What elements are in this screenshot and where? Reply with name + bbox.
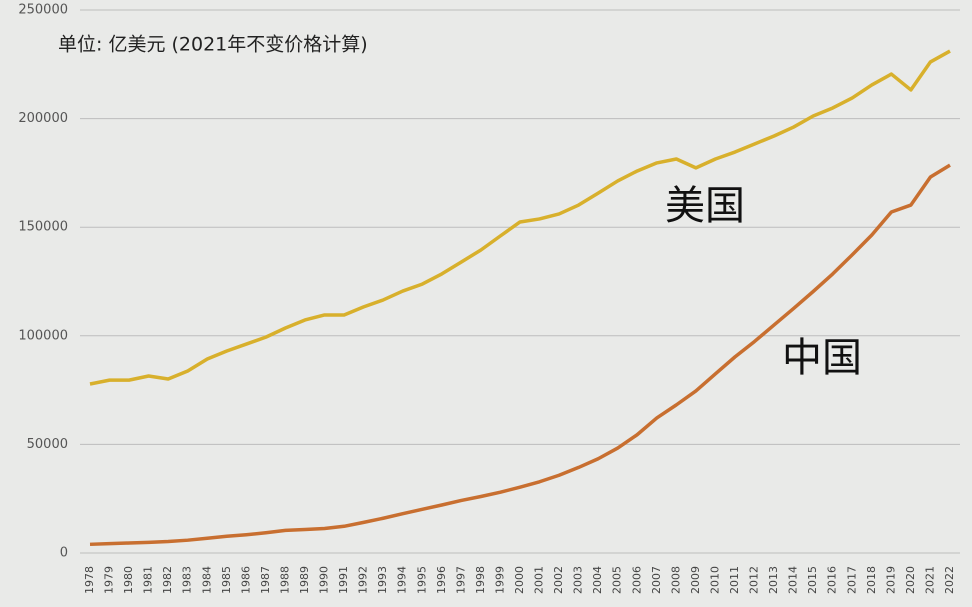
x-tick-label: 2014 [787,566,800,594]
chart-subtitle: 单位: 亿美元 (2021年不变价格计算) [58,34,368,56]
x-tick-label: 1979 [103,566,116,594]
x-tick-label: 2015 [806,566,819,594]
x-tick-label: 1982 [161,566,174,594]
x-tick-label: 1983 [181,566,194,594]
series-line [89,49,951,386]
x-tick-label: 2013 [767,566,780,594]
x-tick-label: 1981 [142,566,155,594]
x-tick-label: 2004 [591,566,604,594]
x-tick-label: 2010 [708,566,721,594]
x-tick-label: 1987 [259,566,272,594]
x-tick-label: 1978 [83,566,96,594]
y-tick-label: 250000 [18,3,68,18]
x-tick-label: 1994 [396,566,409,594]
x-tick-label: 2000 [513,566,526,594]
series-label: 中国 [782,335,862,381]
x-tick-label: 1988 [278,566,291,594]
series-line [89,163,951,547]
x-tick-label: 2003 [572,566,585,594]
x-tick-label: 1998 [474,566,487,594]
y-tick-label: 200000 [18,111,68,126]
x-tick-label: 2005 [611,566,624,594]
x-tick-label: 2017 [845,566,858,594]
series-label: 美国 [665,183,745,229]
x-tick-label: 2008 [669,566,682,594]
x-tick-label: 1995 [415,566,428,594]
x-tick-label: 2006 [630,566,643,594]
x-tick-label: 1989 [298,566,311,594]
x-tick-label: 2007 [650,566,663,594]
x-tick-label: 2012 [748,566,761,594]
y-tick-label: 0 [60,546,68,561]
x-tick-label: 1997 [454,566,467,594]
x-tick-label: 1991 [337,566,350,594]
x-tick-label: 2022 [943,566,956,594]
x-tick-label: 2018 [865,566,878,594]
x-tick-label: 1996 [435,566,448,594]
x-tick-label: 1986 [239,566,252,594]
x-tick-label: 2020 [904,566,917,594]
x-tick-label: 2016 [826,566,839,594]
x-tick-label: 1980 [122,566,135,594]
x-tick-label: 2021 [923,566,936,594]
x-tick-label: 2002 [552,566,565,594]
x-tick-label: 2009 [689,566,702,594]
y-tick-label: 150000 [18,220,68,235]
y-tick-label: 50000 [27,437,68,452]
x-tick-label: 1990 [318,566,331,594]
x-tick-label: 2011 [728,566,741,594]
y-tick-label: 100000 [18,328,68,343]
x-tick-label: 2001 [533,566,546,594]
x-tick-label: 1993 [376,566,389,594]
x-tick-label: 1992 [357,566,370,594]
x-tick-label: 1984 [200,566,213,594]
x-tick-label: 2019 [884,566,897,594]
x-tick-label: 1985 [220,566,233,594]
x-tick-label: 1999 [493,566,506,594]
